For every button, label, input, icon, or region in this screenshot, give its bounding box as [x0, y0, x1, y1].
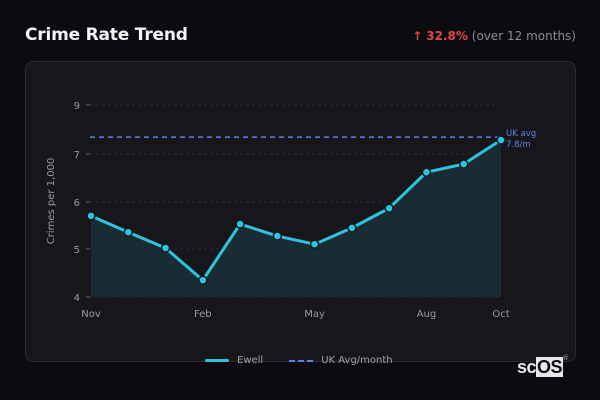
svg-text:Oct: Oct [492, 309, 509, 320]
series-line [90, 138, 502, 282]
avg-annotation-line2: 7.8/m [506, 140, 531, 150]
avg-annotation-line1: UK avg [506, 129, 536, 139]
data-points [86, 135, 506, 285]
legend-item-ewell[interactable]: Ewell [205, 355, 263, 366]
svg-text:May: May [304, 309, 325, 320]
svg-text:5: 5 [74, 245, 80, 256]
y-axis-ticks: 9 7 6 5 4 [74, 101, 90, 304]
y-axis-label: Crimes per 1,000 [46, 158, 57, 245]
series-area [91, 140, 501, 297]
change-value: 32.8% [426, 29, 468, 43]
change-summary: ↑ 32.8% (over 12 months) [412, 29, 576, 43]
svg-text:Aug: Aug [417, 309, 437, 320]
logo-text: sc [517, 357, 537, 377]
solid-line-swatch-icon [205, 359, 229, 362]
legend-item-uk-avg[interactable]: UK Avg/month [289, 355, 393, 366]
logo-text-box: OS [536, 357, 564, 377]
svg-text:6: 6 [74, 198, 80, 209]
legend-label-uk-avg: UK Avg/month [321, 355, 393, 366]
registered-mark-icon: ® [563, 355, 568, 362]
up-arrow-icon: ↑ [412, 29, 423, 43]
svg-text:4: 4 [74, 293, 80, 304]
page-title: Crime Rate Trend [25, 25, 188, 45]
chart-legend: Ewell UK Avg/month [205, 355, 409, 366]
change-note: (over 12 months) [471, 29, 576, 43]
svg-text:Feb: Feb [194, 309, 212, 320]
svg-text:Nov: Nov [81, 309, 101, 320]
scos-logo: scOS® [517, 355, 568, 378]
x-axis-ticks: Nov Feb May Aug Oct [81, 309, 509, 320]
dashed-line-swatch-icon [289, 359, 314, 362]
legend-label-ewell: Ewell [237, 355, 264, 366]
svg-text:7: 7 [74, 150, 80, 161]
svg-text:9: 9 [74, 101, 80, 112]
